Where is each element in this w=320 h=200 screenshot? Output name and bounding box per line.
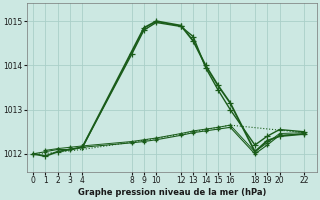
X-axis label: Graphe pression niveau de la mer (hPa): Graphe pression niveau de la mer (hPa) xyxy=(77,188,266,197)
